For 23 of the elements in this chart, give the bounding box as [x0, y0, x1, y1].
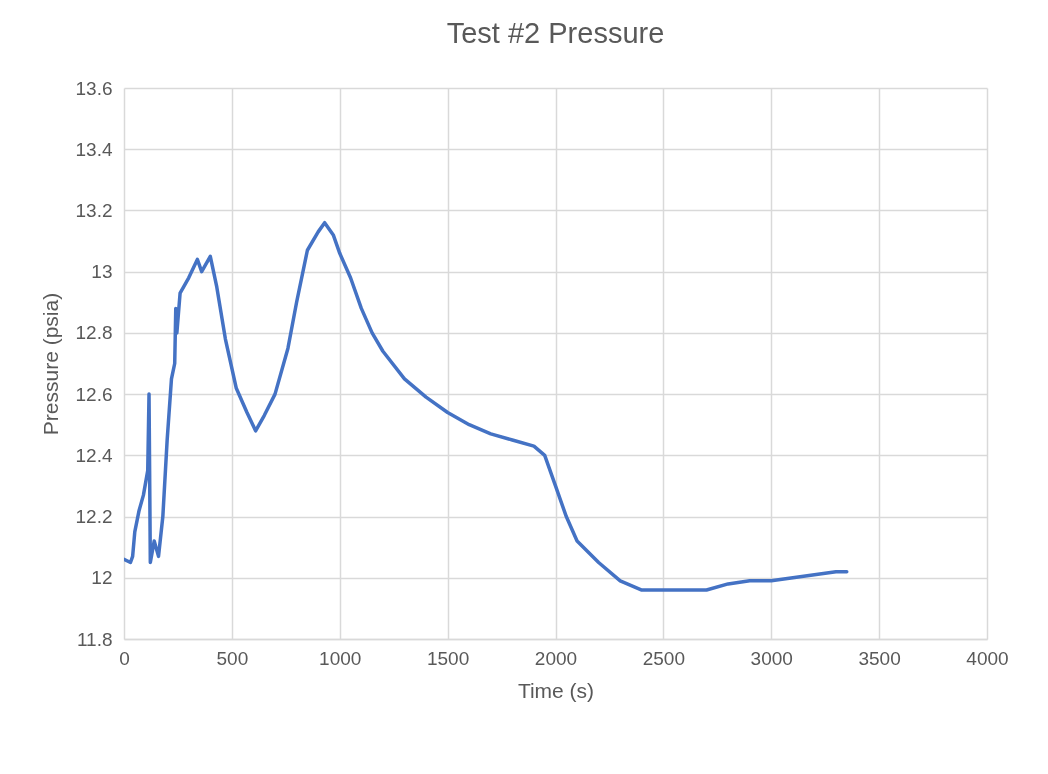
y-tick-label: 12.2 [75, 506, 113, 528]
y-tick-label: 13.6 [75, 77, 113, 99]
chart-title: Test #2 Pressure [446, 17, 665, 49]
x-tick-label: 3000 [750, 647, 793, 669]
x-tick-label: 1000 [319, 647, 362, 669]
x-tick-label: 3500 [858, 647, 901, 669]
x-tick-label: 2000 [534, 647, 578, 669]
y-tick-label: 13 [91, 261, 113, 283]
x-tick-label: 1500 [426, 647, 470, 669]
y-axis-title: Pressure (psia) [38, 292, 62, 436]
y-tick-label: 12.8 [75, 322, 113, 344]
x-axis-title: Time (s) [517, 678, 595, 702]
x-tick-label: 4000 [966, 647, 1009, 669]
y-tick-label: 12 [91, 567, 113, 589]
y-tick-label: 12.4 [75, 444, 113, 466]
y-tick-label: 13.2 [75, 199, 113, 221]
y-tick-label: 13.4 [75, 138, 113, 160]
x-tick-label: 0 [119, 647, 130, 669]
x-tick-label: 500 [216, 647, 249, 669]
y-tick-label: 12.6 [75, 383, 113, 405]
x-tick-label: 2500 [642, 647, 686, 669]
y-tick-label: 11.8 [76, 628, 113, 650]
line-series [124, 220, 849, 592]
